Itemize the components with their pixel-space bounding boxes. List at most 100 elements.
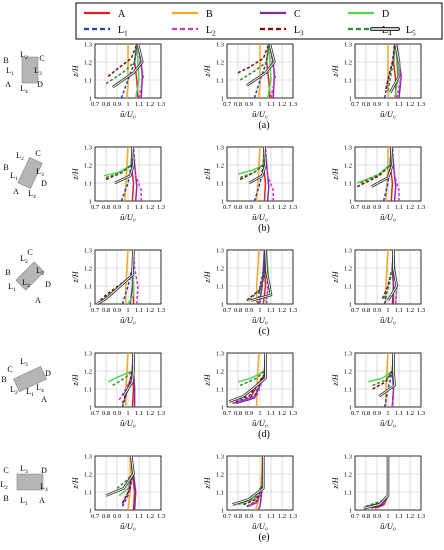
x-tick-label: 0.7: [91, 513, 100, 520]
y-tick-label: 1.1: [84, 490, 92, 497]
building-label-l3: L3: [20, 464, 28, 475]
y-tick-label: 1.1: [344, 78, 352, 85]
x-tick-label: 1.2: [146, 513, 154, 520]
building-label-l4: L4: [28, 189, 36, 200]
x-tick-label: 0.8: [234, 204, 242, 211]
building-label-a: A: [39, 496, 45, 505]
series-line-l5-inner: [371, 146, 393, 187]
series-line-d: [237, 352, 267, 383]
legend-item-c: C: [260, 9, 301, 20]
x-tick-label: 1.1: [135, 307, 143, 314]
x-axis-label: ū/U₀: [252, 315, 268, 325]
x-axis-label: ū/U₀: [252, 521, 268, 531]
x-axis-label: ū/U₀: [252, 418, 268, 428]
legend-item-l5: L5: [370, 25, 416, 38]
x-tick-label: 1.1: [267, 204, 275, 211]
building-label-c: C: [35, 149, 40, 158]
y-tick-label: 1.2: [216, 369, 224, 376]
x-tick-label: 1.1: [395, 513, 403, 520]
series-line-b: [255, 352, 260, 407]
building-label-d: D: [41, 466, 47, 475]
legend-frame: [75, 2, 443, 40]
y-tick-label: 1.1: [216, 490, 224, 497]
x-tick-label: 0.7: [91, 307, 100, 314]
y-axis-label: z/H: [71, 476, 80, 489]
y-tick-label: 1.3: [344, 454, 352, 461]
y-tick-label: 1.2: [344, 266, 352, 273]
y-tick-label: 1: [221, 405, 224, 412]
y-axis-label: z/H: [71, 373, 80, 386]
building-footprint: [13, 365, 47, 393]
y-axis-label: z/H: [203, 167, 212, 180]
y-tick-label: 1: [221, 508, 224, 515]
building-footprint: [17, 156, 43, 190]
x-tick-label: 1.2: [406, 307, 414, 314]
x-tick-label: 0.9: [373, 410, 381, 417]
series-line-l1: [235, 352, 267, 403]
x-tick-label: 0.8: [234, 513, 242, 520]
y-tick-label: 1.1: [84, 78, 92, 85]
panel-a-3: 0.7 0.8 0.9 1 1.1 1.2 1.311.11.21.3z/Hū/U₀: [331, 42, 425, 120]
series-line-l5-inner: [96, 249, 134, 305]
x-tick-label: 0.7: [223, 513, 232, 520]
x-tick-label: 1.3: [157, 410, 165, 417]
row-caption: (b): [258, 223, 270, 234]
y-tick-label: 1.3: [344, 248, 352, 255]
row-caption: (c): [258, 326, 269, 337]
y-tick-label: 1.1: [216, 284, 224, 291]
x-axis-label: ū/U₀: [120, 418, 136, 428]
x-tick-label: 1.2: [146, 410, 154, 417]
x-tick-label: 1.3: [289, 307, 297, 314]
building-rect: [17, 156, 43, 190]
y-tick-label: 1: [349, 96, 352, 103]
x-axis-label: ū/U₀: [380, 418, 396, 428]
x-axis-label: ū/U₀: [380, 521, 396, 531]
x-tick-label: 1: [386, 307, 389, 314]
series-line-l2: [391, 146, 400, 201]
y-tick-label: 1: [89, 405, 92, 412]
y-tick-label: 1.2: [84, 369, 92, 376]
building-label-b: B: [5, 268, 10, 277]
building-label-l1: L1: [20, 496, 28, 507]
panel-e-1: 0.7 0.8 0.9 1 1.1 1.2 1.311.11.21.3z/Hū/U₀: [71, 454, 165, 532]
x-tick-label: 0.8: [102, 101, 110, 108]
row-caption: (d): [258, 429, 270, 440]
x-tick-label: 1.3: [417, 307, 425, 314]
panel-d-2: 0.7 0.8 0.9 1 1.1 1.2 1.311.11.21.3z/Hū/U₀: [203, 351, 297, 429]
building-label-l3: L3: [36, 167, 44, 178]
x-tick-label: 0.7: [91, 204, 100, 211]
building-label-a: A: [41, 395, 47, 404]
y-tick-label: 1.1: [216, 181, 224, 188]
building-label-d: D: [45, 280, 51, 289]
series-line-l2: [132, 146, 142, 201]
x-tick-label: 1: [386, 204, 389, 211]
series-line-d: [368, 352, 395, 383]
y-tick-label: 1.2: [84, 266, 92, 273]
x-tick-label: 1: [126, 204, 129, 211]
y-axis-label: z/H: [71, 64, 80, 77]
building-label-b: B: [1, 375, 6, 384]
x-tick-label: 1.3: [289, 101, 297, 108]
building-label-c: C: [7, 365, 12, 374]
building-label-a: A: [5, 80, 11, 89]
panel-e-3: 0.7 0.8 0.9 1 1.1 1.2 1.311.11.21.3z/Hū/U₀: [331, 454, 425, 532]
building-rect: [21, 56, 39, 84]
legend-label: D: [382, 9, 389, 20]
x-tick-label: 0.9: [373, 204, 381, 211]
building-label-l3: L3: [36, 266, 44, 277]
x-tick-label: 1: [386, 101, 389, 108]
y-tick-label: 1.3: [216, 145, 224, 152]
x-tick-label: 0.8: [362, 410, 370, 417]
series-line-d: [134, 43, 140, 99]
y-tick-label: 1.2: [344, 60, 352, 67]
building-label-a: A: [35, 296, 41, 305]
building-label-d: D: [45, 369, 51, 378]
y-tick-label: 1.1: [84, 284, 92, 291]
series-line-l4: [239, 43, 270, 81]
x-tick-label: 0.7: [351, 513, 360, 520]
building-label-l4: L4: [22, 278, 30, 289]
building-label-l2: L2: [16, 151, 24, 162]
x-tick-label: 1.1: [395, 410, 403, 417]
